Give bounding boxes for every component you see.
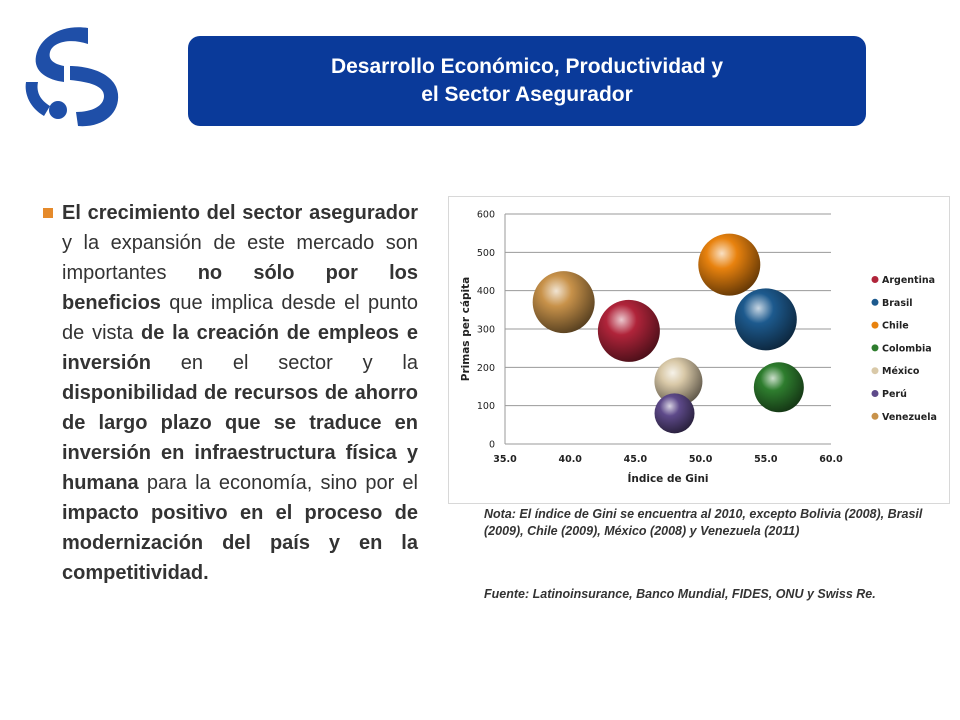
legend-label: Venezuela bbox=[882, 412, 937, 423]
x-tick-label: 45.0 bbox=[624, 454, 648, 465]
legend-label: Perú bbox=[882, 389, 907, 400]
y-tick-label: 0 bbox=[489, 440, 495, 451]
body-segment: y la expansión de este mercado son impor… bbox=[62, 232, 418, 284]
y-tick-label: 500 bbox=[477, 248, 495, 259]
legend-marker bbox=[871, 344, 879, 352]
legend-marker bbox=[871, 412, 879, 420]
chart-source: Fuente: Latinoinsurance, Banco Mundial, … bbox=[484, 587, 876, 601]
body-segment: que implica desde el punto de vista bbox=[62, 292, 418, 344]
bubble-brasil bbox=[734, 288, 797, 351]
body-segment: impacto positivo en el proceso de modern… bbox=[62, 502, 418, 584]
bubble-méxico bbox=[654, 357, 703, 406]
y-axis-title: Primas per cápita bbox=[460, 277, 472, 381]
legend-label: Colombia bbox=[882, 343, 932, 354]
x-tick-label: 35.0 bbox=[493, 454, 517, 465]
x-tick-label: 40.0 bbox=[558, 454, 582, 465]
y-tick-label: 300 bbox=[477, 325, 495, 336]
bubble-colombia bbox=[753, 362, 804, 413]
bubble-chile bbox=[698, 233, 761, 296]
body-segment: para la economía, sino por el bbox=[138, 472, 418, 494]
slide-title: Desarrollo Económico, Productividad y el… bbox=[188, 36, 866, 126]
body-segment: disponibilidad de recursos de ahorro de … bbox=[62, 382, 418, 494]
y-tick-label: 200 bbox=[477, 363, 495, 374]
title-line-2: el Sector Asegurador bbox=[421, 83, 633, 106]
x-tick-label: 60.0 bbox=[819, 454, 843, 465]
body-paragraph: El crecimiento del sector asegurador y l… bbox=[62, 198, 418, 588]
legend-marker bbox=[871, 298, 879, 306]
y-tick-label: 600 bbox=[477, 210, 495, 221]
company-logo bbox=[25, 27, 119, 127]
legend-label: México bbox=[882, 366, 920, 377]
x-tick-label: 50.0 bbox=[689, 454, 713, 465]
body-segment: no sólo por los beneficios bbox=[62, 262, 418, 314]
bubble-perú bbox=[654, 393, 695, 434]
legend-marker bbox=[871, 321, 879, 329]
bullet-square-icon bbox=[43, 208, 53, 218]
legend-marker bbox=[871, 390, 879, 397]
body-segment: de la creación de empleos e inversión bbox=[62, 322, 418, 374]
y-tick-label: 100 bbox=[477, 401, 495, 412]
bubble-venezuela bbox=[532, 271, 595, 334]
x-tick-label: 55.0 bbox=[754, 454, 778, 465]
legend-label: Brasil bbox=[882, 298, 913, 309]
chart-note: Nota: El índice de Gini se encuentra al … bbox=[484, 507, 923, 538]
legend-label: Argentina bbox=[882, 275, 935, 286]
bubble-argentina bbox=[597, 299, 660, 362]
y-tick-label: 400 bbox=[477, 286, 495, 297]
bubble-chart: 0 100 200 300 400 500 600 35.0 40.0 45.0 50.0 55.0 6… bbox=[448, 196, 950, 504]
legend-marker bbox=[871, 276, 879, 283]
body-segment: en el sector y la bbox=[150, 352, 418, 374]
legend-marker bbox=[871, 367, 879, 375]
chart-svg: 0 100 200 300 400 500 600 35.0 40.0 45.0 50.0 55.0 6… bbox=[460, 210, 937, 486]
body-segment: El crecimiento del sector asegurador bbox=[62, 202, 418, 224]
x-axis-title: Índice de Gini bbox=[627, 472, 708, 485]
legend-label: Chile bbox=[882, 321, 909, 332]
title-line-1: Desarrollo Económico, Productividad y bbox=[330, 55, 724, 78]
